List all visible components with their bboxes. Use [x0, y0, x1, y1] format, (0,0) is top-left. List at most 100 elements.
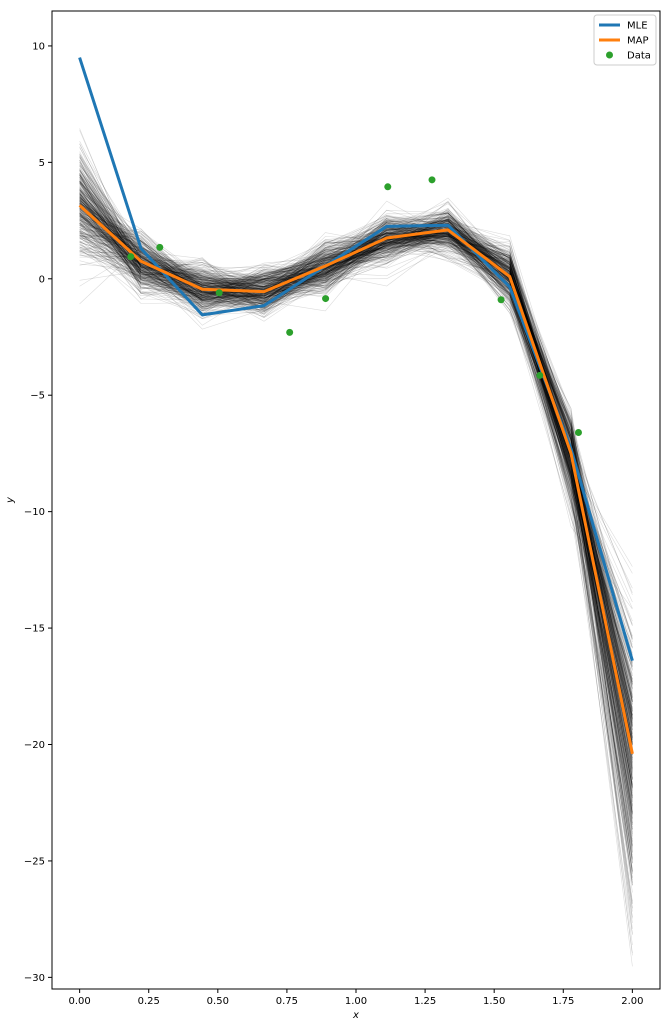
data-point — [574, 428, 582, 436]
posterior-sample-line — [79, 203, 633, 821]
data-point — [536, 371, 544, 379]
posterior-sample-line — [79, 204, 633, 723]
posterior-sample-line — [79, 208, 633, 756]
posterior-sample-line — [79, 204, 633, 724]
posterior-sample-line — [79, 182, 633, 856]
posterior-sample-line — [79, 203, 633, 737]
series-lines — [78, 57, 634, 755]
posterior-sample-line — [79, 207, 633, 792]
posterior-sample-line — [79, 197, 633, 799]
y-tick-label: −5 — [30, 391, 45, 402]
y-axis-ticks: 10 5 0 −5 −10 −15 −20 −25 −30 — [24, 41, 52, 984]
posterior-sample-line — [79, 194, 633, 724]
y-tick-label: 10 — [32, 41, 45, 52]
y-axis-label: y — [5, 496, 16, 504]
data-point — [497, 296, 505, 304]
data-point — [156, 243, 164, 251]
y-tick-label: −25 — [24, 856, 45, 867]
x-tick-label: 0.00 — [69, 996, 91, 1007]
posterior-sample-line — [79, 180, 633, 668]
y-tick-label: −20 — [24, 740, 45, 751]
posterior-sample-line — [79, 214, 633, 744]
posterior-sample-line — [79, 235, 633, 814]
posterior-sample-line — [79, 198, 633, 705]
posterior-sample-line — [79, 212, 633, 696]
posterior-sample-line — [79, 186, 633, 785]
y-tick-label: 5 — [39, 158, 45, 169]
data-point — [322, 295, 330, 303]
posterior-sample-line — [79, 159, 633, 655]
posterior-sample-line — [79, 231, 633, 728]
plot-area — [52, 11, 660, 989]
posterior-sample-line — [79, 220, 633, 626]
posterior-sample-line — [79, 187, 633, 739]
x-tick-label: 1.75 — [552, 996, 574, 1007]
posterior-sample-line — [79, 171, 633, 881]
y-tick-label: −10 — [24, 507, 45, 518]
posterior-sample-line — [79, 198, 633, 716]
legend: MLE MAP Data — [593, 14, 657, 66]
posterior-sample-line — [79, 157, 633, 769]
x-tick-label: 2.00 — [621, 996, 643, 1007]
posterior-sample-line — [79, 196, 633, 781]
posterior-sample-line — [79, 227, 633, 663]
posterior-sample-line — [79, 213, 633, 788]
posterior-sample-line — [79, 217, 633, 626]
posterior-sample-line — [79, 200, 633, 747]
posterior-sample-line — [79, 203, 633, 790]
posterior-sample-line — [79, 201, 633, 788]
posterior-sample-line — [79, 181, 633, 864]
posterior-sample-line — [79, 181, 633, 665]
posterior-sample-line — [79, 202, 633, 823]
posterior-sample-line — [79, 174, 633, 710]
posterior-sample-line — [79, 200, 633, 799]
posterior-sample-line — [79, 190, 633, 688]
posterior-sample-line — [79, 218, 633, 872]
posterior-sample-line — [79, 219, 633, 817]
map-series-line — [78, 204, 634, 755]
posterior-sample-line — [79, 216, 633, 886]
posterior-sample-line — [79, 217, 633, 720]
posterior-sample-line — [79, 180, 633, 934]
posterior-sample-line — [79, 174, 633, 716]
y-tick-label: −15 — [24, 624, 45, 635]
posterior-sample-line — [79, 198, 633, 792]
legend-data-swatch — [606, 51, 613, 59]
posterior-sample-line — [79, 169, 633, 720]
posterior-sample-line — [79, 224, 633, 731]
posterior-sample-line — [79, 233, 633, 716]
posterior-sample-line — [79, 168, 633, 691]
posterior-sample-line — [79, 214, 633, 702]
posterior-sample-line — [79, 220, 633, 954]
x-tick-label: 1.50 — [483, 996, 505, 1007]
posterior-sample-line — [79, 222, 633, 719]
posterior-sample-line — [79, 183, 633, 828]
posterior-sample-line — [79, 156, 633, 776]
data-points — [127, 176, 582, 436]
posterior-sample-line — [79, 223, 633, 711]
data-point — [384, 183, 392, 191]
posterior-sample-line — [79, 151, 633, 720]
x-tick-label: 1.25 — [414, 996, 436, 1007]
posterior-sample-line — [79, 208, 633, 684]
posterior-sample-line — [79, 207, 633, 674]
posterior-sample-line — [79, 169, 633, 768]
posterior-sample-line — [79, 234, 633, 872]
posterior-sample-line — [79, 190, 633, 645]
posterior-sample-line — [79, 206, 633, 708]
posterior-sample-line — [79, 219, 633, 779]
posterior-sample-line — [79, 210, 633, 815]
posterior-sample-line — [79, 195, 633, 847]
posterior-sample-line — [79, 217, 633, 786]
y-tick-label: −30 — [24, 973, 45, 984]
posterior-sample-line — [79, 191, 633, 787]
legend-data-label: Data — [627, 51, 651, 62]
x-axis-ticks: 0.00 0.25 0.50 0.75 1.00 1.25 1.50 1.75 2.00 — [69, 989, 643, 1007]
posterior-sample-line — [79, 181, 633, 716]
posterior-sample-line — [79, 181, 633, 683]
posterior-sample-line — [79, 210, 633, 722]
posterior-sample-line — [79, 222, 633, 823]
x-tick-label: 0.50 — [207, 996, 229, 1007]
posterior-sample-line — [79, 196, 633, 788]
posterior-sample-line — [79, 226, 633, 658]
